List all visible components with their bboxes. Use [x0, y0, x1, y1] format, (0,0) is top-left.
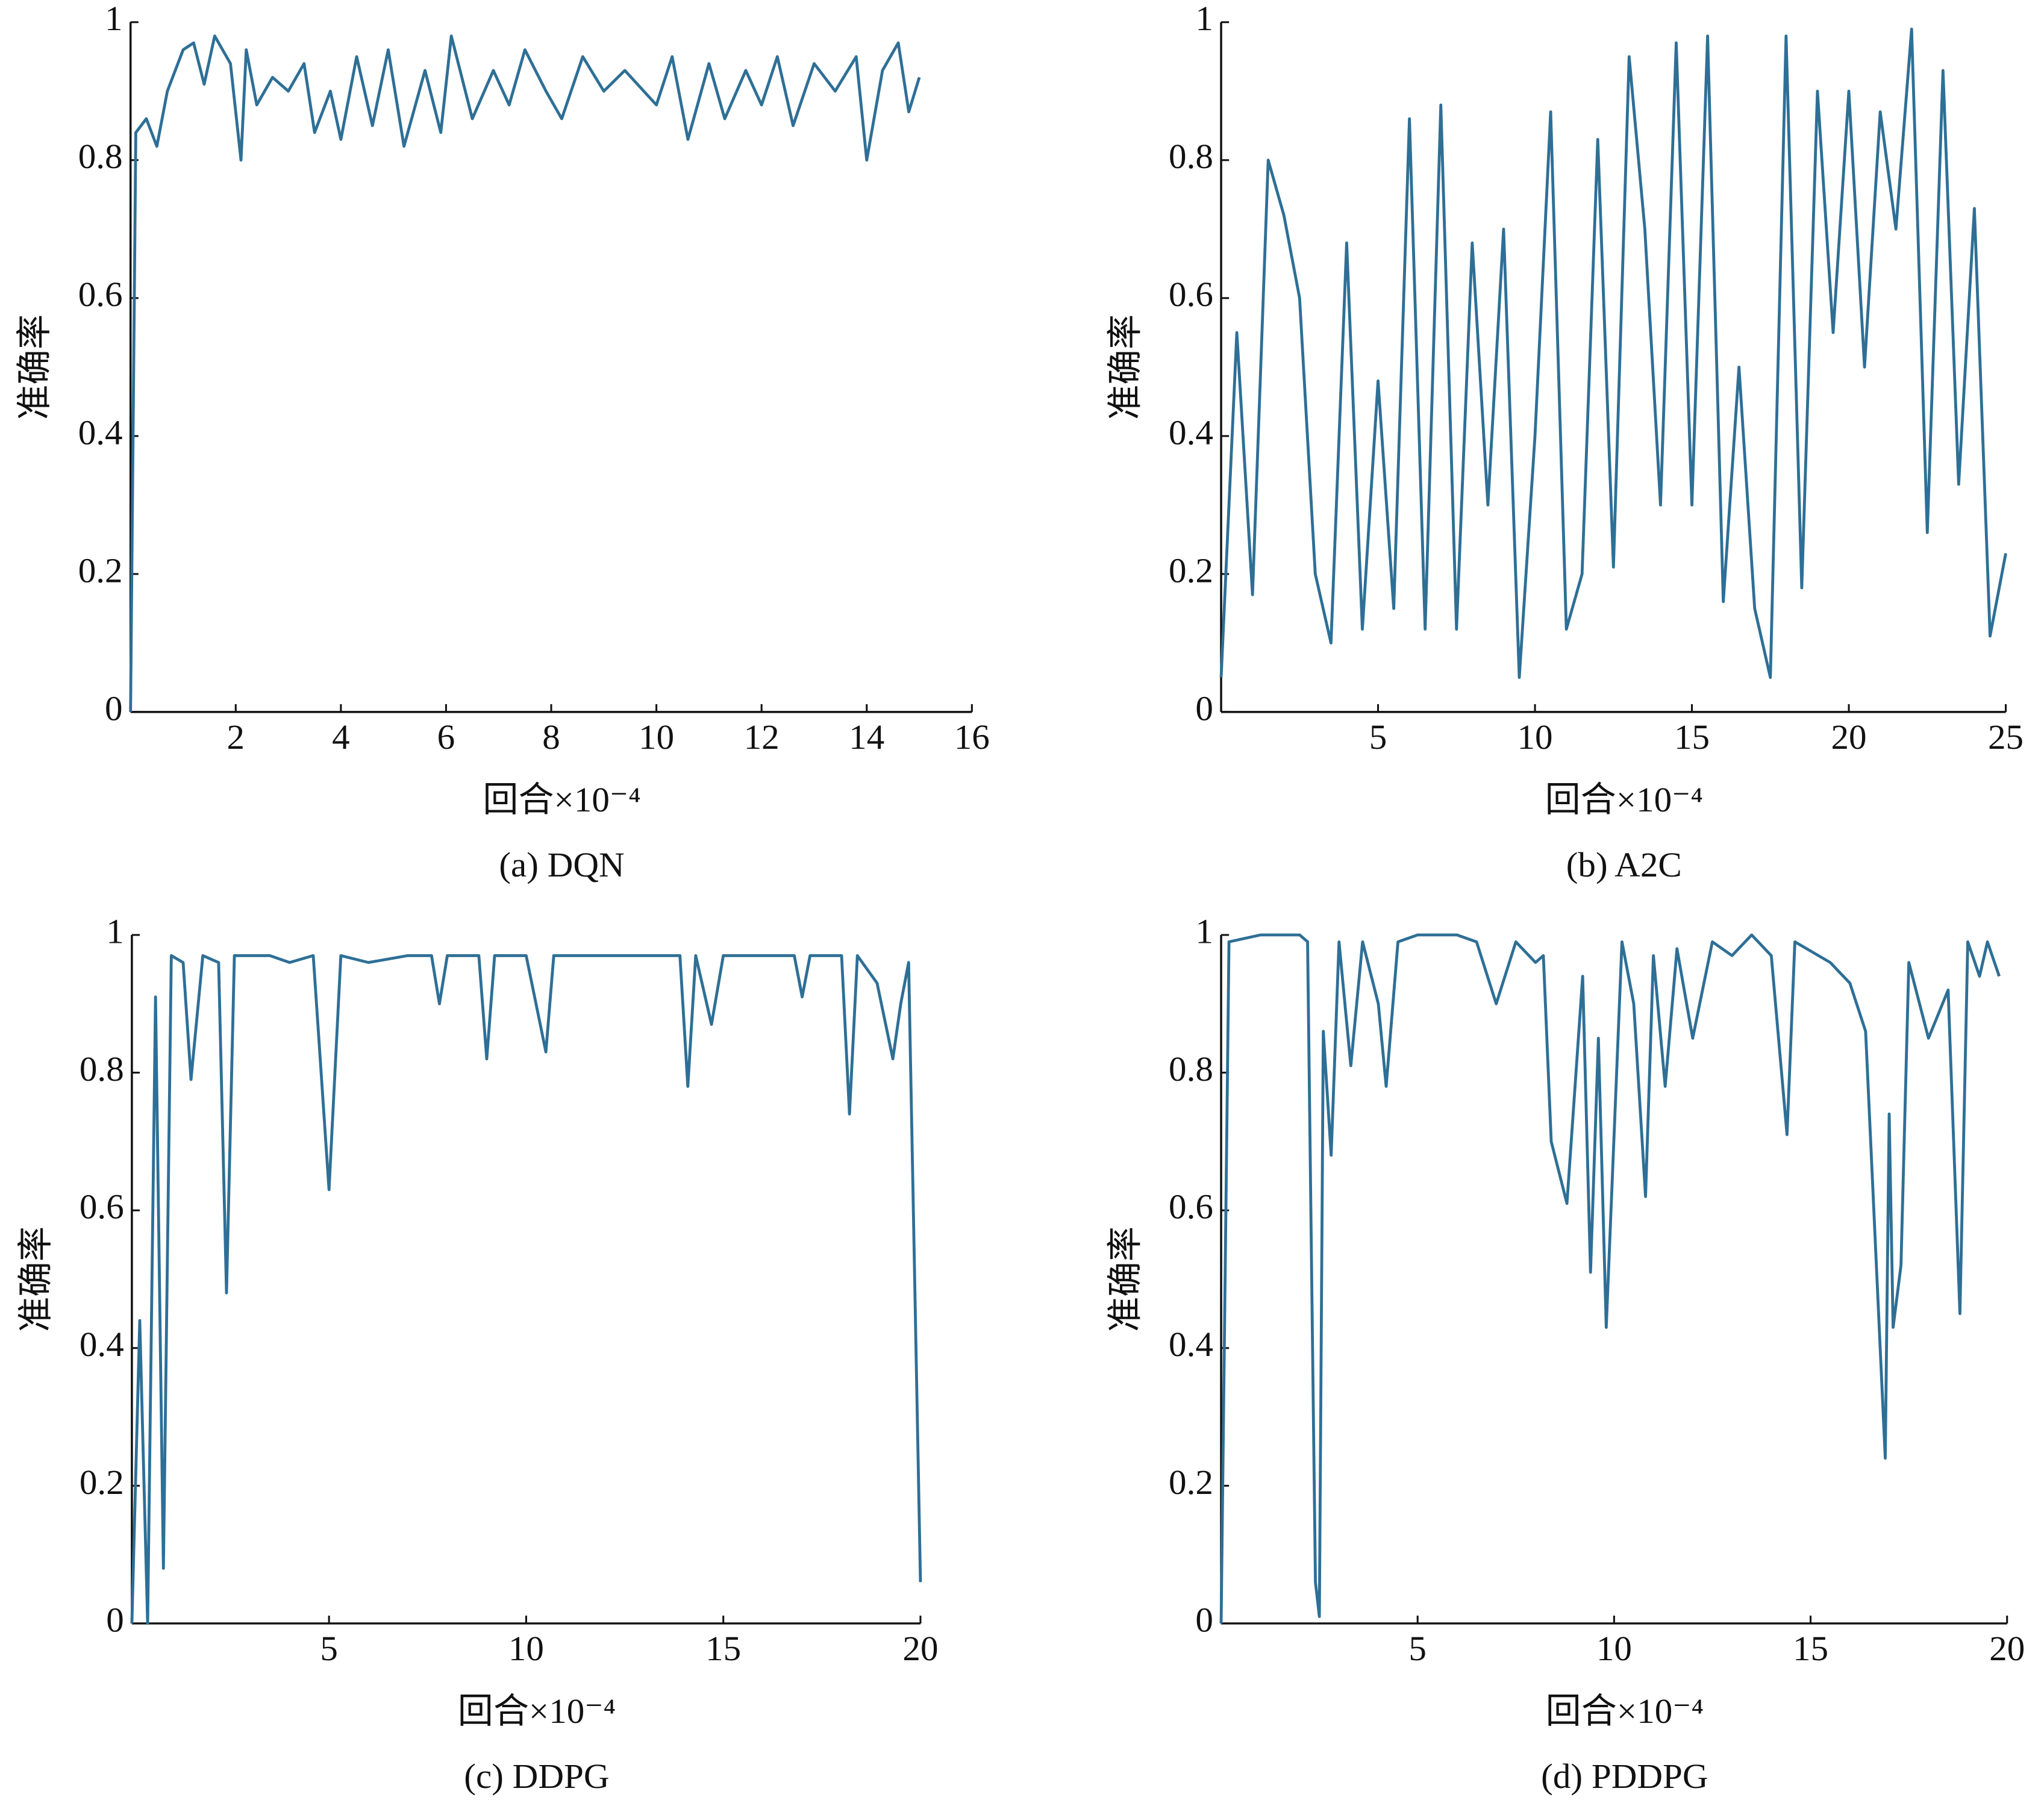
- y-tick-label: 0.8: [1169, 137, 1213, 177]
- x-tick-label: 10: [639, 717, 674, 757]
- y-tick-label: 0.2: [1169, 1463, 1213, 1502]
- y-tick-label: 0.2: [78, 551, 123, 590]
- y-tick-label: 0.4: [1169, 1325, 1213, 1364]
- y-tick-label: 0.4: [80, 1325, 124, 1364]
- y-tick-label: 0.6: [1169, 275, 1213, 314]
- y-tick-label: 0.4: [1169, 413, 1213, 452]
- y-axis-label: 准确率: [1105, 314, 1145, 420]
- y-tick-label: 0.6: [78, 275, 123, 314]
- data-line: [129, 34, 921, 712]
- x-tick-label: 2: [227, 717, 245, 757]
- y-axis-label: 准确率: [15, 314, 54, 420]
- data-line: [1219, 27, 2007, 680]
- x-tick-label: 5: [1408, 1629, 1427, 1668]
- y-tick-label: 1: [1195, 0, 1213, 38]
- x-tick-label: 14: [849, 717, 884, 757]
- x-tick-label: 15: [1674, 717, 1710, 757]
- x-tick-label: 5: [1369, 717, 1387, 757]
- subplot-caption: (a) DQN: [499, 845, 624, 884]
- x-tick-label: 15: [1793, 1629, 1828, 1668]
- y-axis-label: 准确率: [16, 1226, 55, 1332]
- x-tick-label: 4: [332, 717, 350, 757]
- y-tick-label: 0.8: [78, 137, 123, 177]
- x-axis-label: 回合×10⁻⁴: [1545, 780, 1703, 819]
- y-tick-label: 0: [106, 1601, 124, 1640]
- x-tick-label: 10: [508, 1629, 544, 1668]
- y-tick-label: 1: [106, 912, 124, 951]
- subplot-caption: (b) A2C: [1566, 845, 1682, 884]
- y-tick-label: 0.2: [80, 1463, 124, 1502]
- y-tick-label: 0: [1195, 1601, 1213, 1640]
- y-tick-label: 0.2: [1169, 551, 1213, 590]
- x-tick-label: 20: [1831, 717, 1866, 757]
- x-tick-label: 10: [1517, 717, 1552, 757]
- data-line: [130, 954, 922, 1625]
- y-tick-label: 0.4: [78, 413, 123, 452]
- x-tick-label: 10: [1596, 1629, 1632, 1668]
- x-axis-label: 回合×10⁻⁴: [1546, 1692, 1704, 1731]
- y-tick-label: 1: [105, 0, 123, 38]
- x-tick-label: 5: [320, 1629, 338, 1668]
- x-tick-label: 20: [902, 1629, 938, 1668]
- x-axis-label: 回合×10⁻⁴: [483, 780, 640, 819]
- subplot-caption: (c) DDPG: [464, 1757, 609, 1796]
- data-line: [1219, 933, 2001, 1623]
- y-tick-label: 0.6: [1169, 1187, 1213, 1226]
- x-tick-label: 25: [1988, 717, 2024, 757]
- x-tick-label: 8: [542, 717, 560, 757]
- subplot-caption: (d) PDDPG: [1541, 1757, 1708, 1796]
- x-tick-label: 15: [705, 1629, 741, 1668]
- x-tick-label: 6: [437, 717, 455, 757]
- y-tick-label: 0: [1195, 689, 1213, 728]
- y-tick-label: 0.6: [80, 1187, 124, 1226]
- x-axis-label: 回合×10⁻⁴: [458, 1692, 616, 1731]
- x-tick-label: 12: [744, 717, 780, 757]
- x-tick-label: 16: [954, 717, 990, 757]
- x-tick-label: 20: [1989, 1629, 2025, 1668]
- y-tick-label: 0.8: [1169, 1049, 1213, 1089]
- y-tick-label: 1: [1195, 912, 1213, 951]
- y-axis-label: 准确率: [1105, 1226, 1145, 1332]
- y-tick-label: 0: [105, 689, 123, 728]
- y-tick-label: 0.8: [80, 1049, 124, 1089]
